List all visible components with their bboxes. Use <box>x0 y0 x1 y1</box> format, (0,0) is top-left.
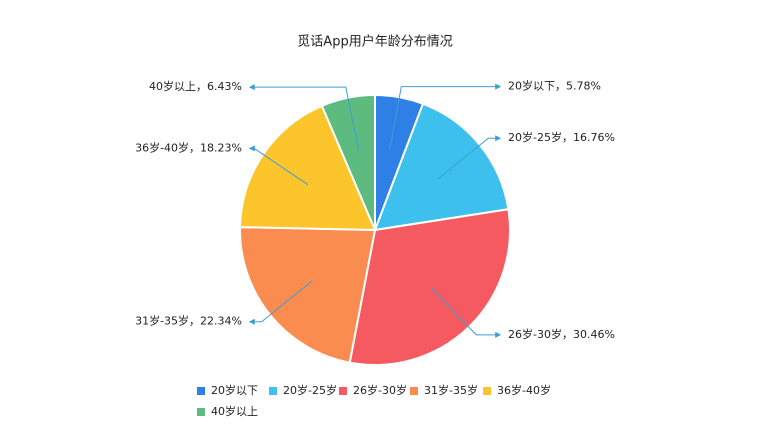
leader-line <box>248 84 360 151</box>
legend-label: 31岁-35岁 <box>424 383 478 397</box>
legend-label: 20岁-25岁 <box>283 383 337 397</box>
legend-swatch <box>197 387 205 395</box>
data-label: 20岁-25岁，16.76% <box>508 130 615 144</box>
legend-swatch <box>269 387 277 395</box>
data-label: 36岁-40岁，18.23% <box>135 140 242 154</box>
leader-line <box>248 280 313 325</box>
legend-swatch <box>410 387 418 395</box>
leader-line <box>248 145 309 186</box>
data-label: 31岁-35岁，22.34% <box>135 314 242 328</box>
data-label: 40岁以上，6.43% <box>149 79 242 93</box>
legend-label: 40岁以上 <box>211 404 258 418</box>
legend-swatch <box>197 408 205 416</box>
legend-swatch <box>483 387 491 395</box>
leader-line <box>389 83 502 151</box>
leader-line <box>437 135 502 180</box>
data-label: 20岁以下，5.78% <box>508 79 601 93</box>
leader-line <box>430 287 502 338</box>
legend-swatch <box>339 387 347 395</box>
legend-label: 26岁-30岁 <box>353 383 407 397</box>
legend-label: 36岁-40岁 <box>497 383 551 397</box>
data-label: 26岁-30岁，30.46% <box>508 327 615 341</box>
chart-title: 觅话App用户年龄分布情况 <box>297 34 452 50</box>
legend-label: 20岁以下 <box>211 383 258 397</box>
